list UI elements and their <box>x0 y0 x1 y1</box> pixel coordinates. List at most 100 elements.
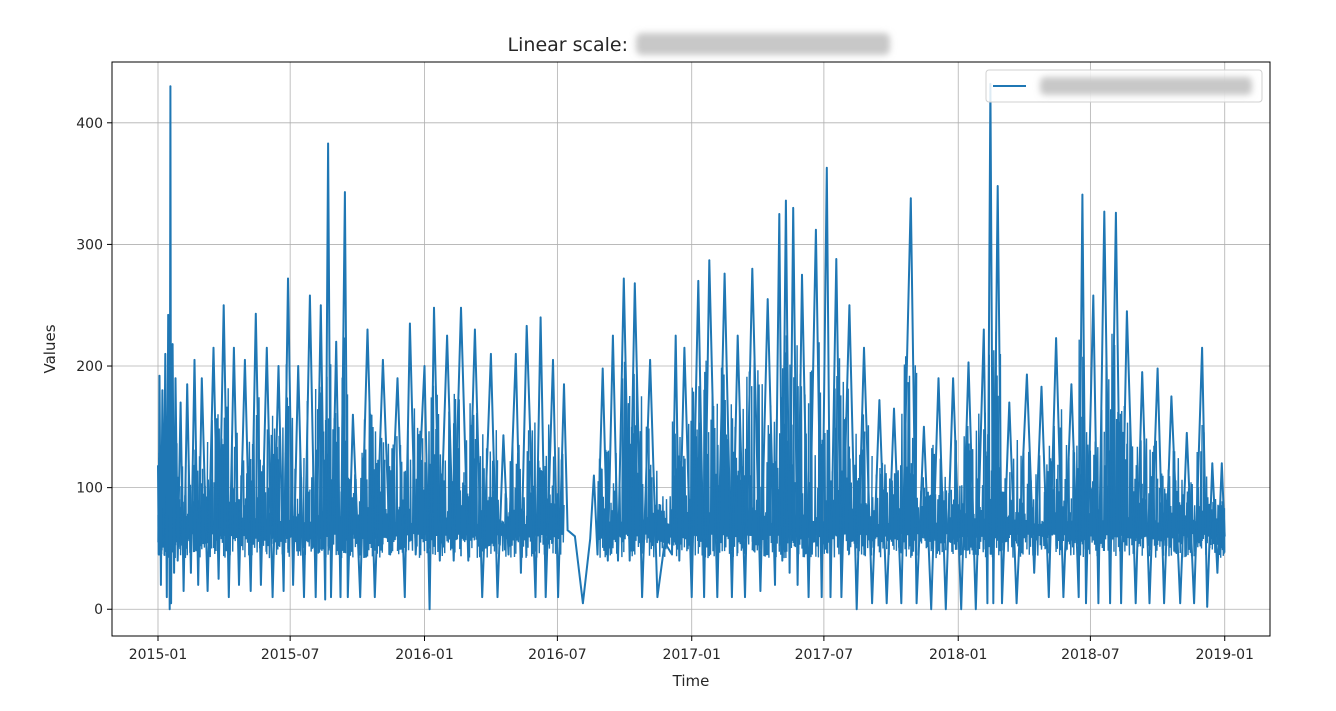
data-point <box>158 375 161 377</box>
data-point <box>801 274 803 276</box>
data-point <box>1141 371 1143 373</box>
data-point <box>176 559 179 562</box>
data-point <box>796 584 799 586</box>
data-point <box>628 559 631 562</box>
x-tick-label: 2017-07 <box>795 647 854 663</box>
data-point <box>649 359 651 361</box>
data-point <box>414 553 417 556</box>
data-point <box>525 325 528 327</box>
data-point <box>287 277 289 280</box>
series-band <box>255 397 262 553</box>
data-point <box>863 347 865 349</box>
x-tick-label: 2016-07 <box>528 647 587 663</box>
data-point <box>566 529 569 531</box>
data-point <box>563 383 565 386</box>
chart-title: Linear scale: <box>508 34 628 56</box>
data-point <box>785 199 787 202</box>
data-point <box>260 584 262 586</box>
data-point <box>382 359 384 361</box>
data-point <box>910 197 912 199</box>
data-point <box>217 578 220 580</box>
data-point <box>212 347 215 349</box>
data-point <box>359 596 362 598</box>
axes-frame <box>111 61 1271 637</box>
data-point <box>641 596 643 598</box>
data-point <box>169 85 172 88</box>
data-point <box>515 353 517 355</box>
data-point <box>507 553 510 556</box>
data-point <box>1001 602 1003 604</box>
data-point <box>574 535 576 538</box>
data-point <box>557 596 559 598</box>
data-point <box>164 353 167 355</box>
data-point <box>829 596 832 598</box>
data-point <box>1211 462 1214 465</box>
data-point <box>1026 373 1028 376</box>
data-point <box>182 590 185 592</box>
data-point <box>716 596 719 598</box>
data-point <box>986 602 989 604</box>
series-band <box>1115 411 1122 557</box>
data-point <box>656 596 659 598</box>
series-band <box>1062 444 1073 556</box>
series-band <box>1186 482 1195 557</box>
data-point <box>589 537 591 540</box>
data-point <box>835 258 838 260</box>
data-point <box>233 347 235 349</box>
data-point <box>967 361 970 364</box>
data-point <box>282 590 285 592</box>
data-point <box>222 304 225 307</box>
legend <box>985 69 1263 103</box>
data-point <box>423 365 426 367</box>
data-point <box>238 584 240 586</box>
chart-title-redacted <box>636 33 890 55</box>
series-band <box>287 405 294 557</box>
x-axis-ticks: 2015-01 2015-07 2016-01 2016-07 2017-01 2017-… <box>129 636 1254 663</box>
series-band <box>266 415 274 559</box>
data-point <box>736 334 739 337</box>
data-point <box>161 389 164 392</box>
data-point <box>157 553 160 556</box>
data-point <box>452 559 455 562</box>
data-point <box>826 167 828 169</box>
series-band <box>703 360 710 559</box>
data-point <box>297 365 300 367</box>
data-point <box>1092 294 1095 297</box>
series-band <box>347 477 354 558</box>
x-tick-label: 2019-01 <box>1195 647 1254 663</box>
series-band <box>602 449 609 558</box>
y-tick-label: 0 <box>94 602 103 618</box>
data-point <box>1163 602 1165 604</box>
y-tick-label: 400 <box>76 116 103 132</box>
data-point <box>678 559 681 562</box>
data-point <box>1103 210 1106 213</box>
data-point <box>173 572 175 574</box>
data-point <box>1134 602 1137 604</box>
series-band <box>878 462 888 558</box>
series-band <box>1211 498 1219 553</box>
data-point <box>855 608 858 610</box>
data-point <box>339 596 342 598</box>
data-point <box>1170 395 1173 398</box>
data-point <box>474 328 476 331</box>
x-tick-label: 2018-07 <box>1061 647 1120 663</box>
data-point <box>490 353 492 355</box>
data-point <box>992 602 995 604</box>
series-band <box>389 436 399 553</box>
data-point <box>596 553 599 556</box>
series-band <box>277 427 285 555</box>
data-point <box>179 401 182 404</box>
data-point <box>271 596 274 598</box>
data-point <box>923 426 925 428</box>
data-point <box>848 304 851 307</box>
data-point <box>634 282 636 285</box>
data-point <box>439 559 441 562</box>
data-point <box>481 596 484 598</box>
series-band <box>1156 473 1165 556</box>
x-tick-label: 2015-07 <box>261 647 320 663</box>
data-point <box>352 413 354 416</box>
data-point <box>446 334 448 337</box>
data-point <box>996 185 999 187</box>
data-point <box>703 596 705 598</box>
data-point <box>428 608 431 610</box>
